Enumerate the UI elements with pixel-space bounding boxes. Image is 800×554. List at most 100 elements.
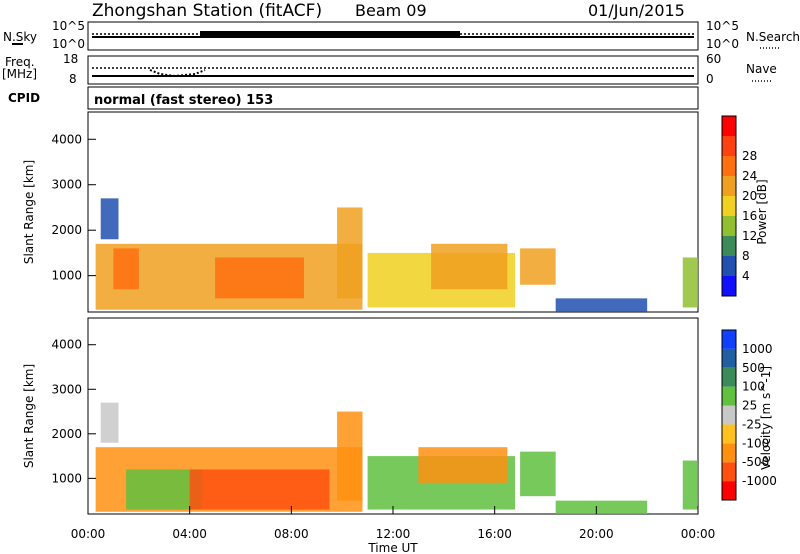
colorbar-tick-label: 16 — [742, 209, 757, 223]
colorbar-segment — [722, 367, 736, 387]
y-tick-label: 1000 — [51, 269, 82, 283]
echo-region — [431, 243, 508, 290]
echo-region — [337, 411, 363, 501]
x-tick-label: 04:00 — [172, 527, 207, 541]
freq-unit: [MHz] — [2, 67, 37, 81]
echo-region — [100, 198, 119, 240]
colorbar-tick-label: -1000 — [742, 474, 777, 488]
colorbar-segment — [722, 236, 736, 256]
power-y-ticks: 1000 2000 3000 4000 — [51, 132, 96, 283]
freq-tick-top: 18 — [63, 52, 78, 66]
cpid-panel: CPID normal (fast stereo) 153 — [8, 86, 699, 110]
velocity-y-ticks: 1000 2000 3000 4000 — [51, 338, 96, 485]
colorbar-tick-label: 20 — [742, 189, 757, 203]
colorbar-tick-label: 8 — [742, 249, 750, 263]
freq-tick-bottom: 8 — [69, 72, 77, 86]
colorbar-tick-label: 25 — [742, 399, 757, 413]
y-tick-label: 3000 — [51, 178, 82, 192]
colorbar-segment — [722, 196, 736, 216]
nsky-label: N.Sky — [3, 30, 37, 44]
echo-region — [520, 451, 556, 497]
colorbar-tick-label: 1000 — [742, 342, 773, 356]
nsearch-tick-top: 10^5 — [706, 19, 739, 33]
colorbar-segment — [722, 216, 736, 236]
power-ylabel: Slant Range [km] — [22, 160, 36, 264]
echo-region — [100, 402, 119, 443]
colorbar-tick-label: 100 — [742, 380, 765, 394]
echo-region — [337, 207, 363, 299]
y-tick-label: 3000 — [51, 382, 82, 396]
colorbar-frame — [721, 329, 737, 501]
nsky-panel: N.Sky 10^5 10^0 10^5 10^0 N.Search — [3, 19, 800, 51]
freq-panel: Freq. [MHz] 18 8 60 0 Nave — [2, 52, 777, 86]
echo-region — [555, 298, 648, 312]
echo-region — [682, 460, 698, 510]
colorbar-tick-label: 24 — [742, 169, 757, 183]
power-colorbar: 4 8 12 16 20 24 28 — [721, 115, 757, 297]
x-tick-label: 00:00 — [71, 527, 106, 541]
colorbar-segment — [722, 481, 736, 500]
nsky-tick-top: 10^5 — [52, 19, 85, 33]
colorbar-segment — [722, 116, 736, 136]
y-tick-label: 4000 — [51, 338, 82, 352]
echo-region — [682, 257, 698, 308]
x-tick-label: 20:00 — [579, 527, 614, 541]
colorbar-segment — [722, 348, 736, 368]
nsearch-label: N.Search — [746, 30, 800, 44]
echo-region — [189, 469, 330, 510]
y-tick-label: 2000 — [51, 223, 82, 237]
colorbar-tick-label: -25 — [742, 417, 762, 431]
colorbar-tick-label: -100 — [742, 436, 769, 450]
y-tick-label: 2000 — [51, 427, 82, 441]
power-colorbar-label: Power [dB] — [755, 179, 769, 244]
colorbar-segment — [722, 256, 736, 276]
colorbar-segment — [722, 462, 736, 482]
colorbar-segment — [722, 136, 736, 156]
x-tick-label: 12:00 — [376, 527, 411, 541]
power-frame — [87, 111, 699, 313]
colorbar-segment — [722, 405, 736, 425]
echo-region — [215, 257, 305, 299]
colorbar-segment — [722, 176, 736, 196]
colorbar-tick-label: 12 — [742, 229, 757, 243]
y-tick-label: 4000 — [51, 132, 82, 146]
colorbar-segment — [722, 330, 736, 349]
colorbar-segment — [722, 386, 736, 406]
beam-label: Beam 09 — [355, 1, 427, 20]
nsky-frame — [87, 21, 699, 51]
power-panel: 1000 2000 3000 4000 Slant Range [km] 4 8 12 16… — [22, 111, 769, 313]
echo-region — [113, 248, 139, 290]
x-tick-label: 08:00 — [274, 527, 309, 541]
nsearch-tick-bottom: 10^0 — [706, 37, 739, 51]
nave-dip — [149, 69, 206, 78]
time-axis-label: Time UT — [367, 541, 418, 554]
nave-label: Nave — [746, 62, 777, 76]
colorbar-tick-label: 4 — [742, 269, 750, 283]
freq-label: Freq. — [5, 55, 35, 69]
freq-frame — [87, 55, 699, 85]
colorbar-tick-label: -500 — [742, 455, 769, 469]
echo-region — [418, 447, 508, 483]
velocity-marks — [95, 402, 698, 514]
cpid-label: CPID — [8, 91, 40, 105]
nave-tick-bottom: 0 — [706, 72, 714, 86]
colorbar-segment — [722, 156, 736, 176]
date-label: 01/Jun/2015 — [588, 1, 685, 20]
colorbar-frame — [721, 115, 737, 297]
x-tick-label: 16:00 — [477, 527, 512, 541]
cpid-frame — [87, 86, 699, 110]
velocity-colorbar-label: Velocity [m s^-1] — [759, 366, 773, 470]
nsky-busy-segment — [200, 31, 460, 36]
colorbar-tick-label: 500 — [742, 361, 765, 375]
colorbar-segment — [722, 276, 736, 296]
station-title: Zhongshan Station (fitACF) — [92, 1, 322, 21]
velocity-colorbar: -1000 -500 -100 -25 25 100 500 1000 — [721, 329, 777, 501]
nave-tick-top: 60 — [706, 52, 721, 66]
echo-region — [555, 500, 648, 514]
y-tick-label: 1000 — [51, 471, 82, 485]
cpid-text: normal (fast stereo) 153 — [94, 93, 273, 108]
x-tick-label: 00:00 — [681, 527, 716, 541]
nsky-tick-bottom: 10^0 — [52, 37, 85, 51]
